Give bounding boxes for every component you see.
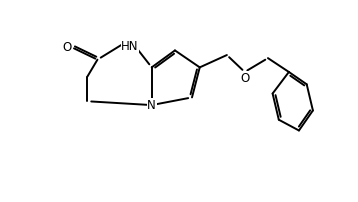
Text: N: N [147,99,156,112]
Text: HN: HN [121,40,139,53]
Text: O: O [63,41,72,54]
Text: O: O [240,72,249,85]
